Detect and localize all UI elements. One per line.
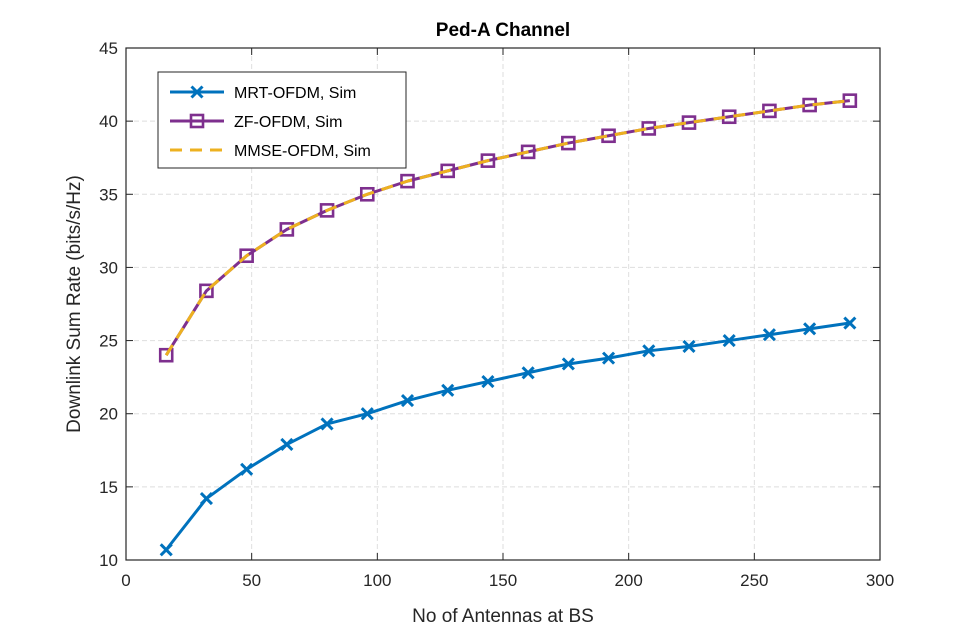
data-point-mrt-ofdm-sim [159, 543, 173, 557]
data-point-mrt-ofdm-sim [803, 322, 817, 336]
marker-stroke [843, 316, 857, 330]
legend-label: MRT-OFDM, Sim [234, 85, 356, 102]
data-point-mrt-ofdm-sim [320, 417, 334, 431]
x-axis-label: No of Antennas at BS [412, 606, 594, 627]
marker-stroke [199, 491, 213, 506]
x-tick-label: 100 [363, 571, 391, 590]
marker-stroke [400, 393, 415, 408]
data-point-mrt-ofdm-sim [199, 491, 213, 506]
marker-stroke [320, 417, 334, 431]
grid [126, 48, 880, 560]
marker-stroke [601, 351, 616, 365]
data-point-zf-ofdm-sim [158, 347, 174, 363]
marker-stroke [360, 407, 374, 421]
legend: MRT-OFDM, Sim ZF-OFDM, Sim MMSE-OFDM, Sim [157, 71, 407, 169]
y-tick-label: 20 [99, 405, 118, 424]
data-point-mrt-ofdm-sim [280, 437, 294, 451]
data-point-mrt-ofdm-sim [441, 383, 455, 397]
marker-stroke [521, 366, 535, 380]
data-point-zf-ofdm-sim [400, 173, 415, 189]
x-tick-label: 250 [740, 571, 768, 590]
marker-stroke [240, 462, 254, 476]
marker-stroke [561, 357, 575, 371]
y-tick-label: 25 [99, 332, 118, 351]
marker-stroke [280, 437, 294, 451]
data-point-mrt-ofdm-sim [481, 374, 495, 389]
series-line-mmse-ofdm-sim [164, 99, 851, 356]
y-tick-label: 15 [99, 478, 118, 497]
x-tick-label: 300 [866, 571, 894, 590]
data-point-zf-ofdm-sim [359, 186, 375, 202]
series-line-mrt-ofdm-sim [165, 321, 851, 551]
y-tick-label: 35 [99, 185, 118, 204]
legend-marker [189, 113, 205, 129]
marker-stroke [722, 334, 736, 348]
data-point-mrt-ofdm-sim [360, 407, 374, 421]
y-axis: 10 15 20 25 30 35 40 45 [99, 39, 880, 570]
legend-label: ZF-OFDM, Sim [234, 114, 342, 131]
marker-stroke [159, 543, 173, 557]
legend-item-zf-ofdm-sim: ZF-OFDM, Sim [170, 113, 342, 131]
data-point-mrt-ofdm-sim [601, 351, 616, 365]
legend-item-mmse-ofdm-sim: MMSE-OFDM, Sim [170, 143, 371, 160]
legend-item-mrt-ofdm-sim: MRT-OFDM, Sim [170, 85, 356, 102]
marker-stroke [190, 85, 204, 99]
data-point-mrt-ofdm-sim [240, 462, 254, 476]
legend-label: MMSE-OFDM, Sim [234, 143, 371, 160]
x-tick-label: 150 [489, 571, 517, 590]
marker-stroke [803, 322, 817, 336]
data-point-mrt-ofdm-sim [521, 366, 535, 380]
data-point-mrt-ofdm-sim [400, 393, 415, 408]
data-point-zf-ofdm-sim [279, 222, 295, 237]
series-mmse-ofdm-sim [164, 99, 851, 356]
x-tick-label: 0 [121, 571, 130, 590]
marker-stroke [481, 374, 495, 389]
x-axis: 0 50 100 150 200 250 300 [121, 48, 894, 590]
series-layer [158, 93, 858, 557]
marker-stroke [441, 383, 455, 397]
data-point-zf-ofdm-sim [199, 283, 214, 299]
y-tick-label: 30 [99, 258, 118, 277]
data-point-zf-ofdm-sim [239, 248, 254, 264]
x-tick-label: 200 [614, 571, 642, 590]
legend-marker [190, 85, 204, 99]
marker-stroke [762, 328, 776, 342]
y-tick-label: 45 [99, 39, 118, 58]
y-tick-label: 10 [99, 551, 118, 570]
data-point-mrt-ofdm-sim [561, 357, 575, 371]
chart-title: Ped-A Channel [436, 20, 570, 41]
data-point-mrt-ofdm-sim [843, 316, 857, 330]
data-point-mrt-ofdm-sim [762, 328, 776, 342]
data-point-mrt-ofdm-sim [642, 344, 656, 358]
series-mrt-ofdm-sim [159, 316, 857, 557]
y-tick-label: 40 [99, 112, 118, 131]
data-point-mrt-ofdm-sim [722, 334, 736, 348]
y-axis-label: Downlink Sum Rate (bits/s/Hz) [64, 175, 85, 433]
marker-stroke [682, 339, 696, 353]
x-tick-label: 50 [242, 571, 261, 590]
data-point-zf-ofdm-sim [319, 203, 335, 218]
data-point-mrt-ofdm-sim [682, 339, 696, 353]
marker-stroke [642, 344, 656, 358]
